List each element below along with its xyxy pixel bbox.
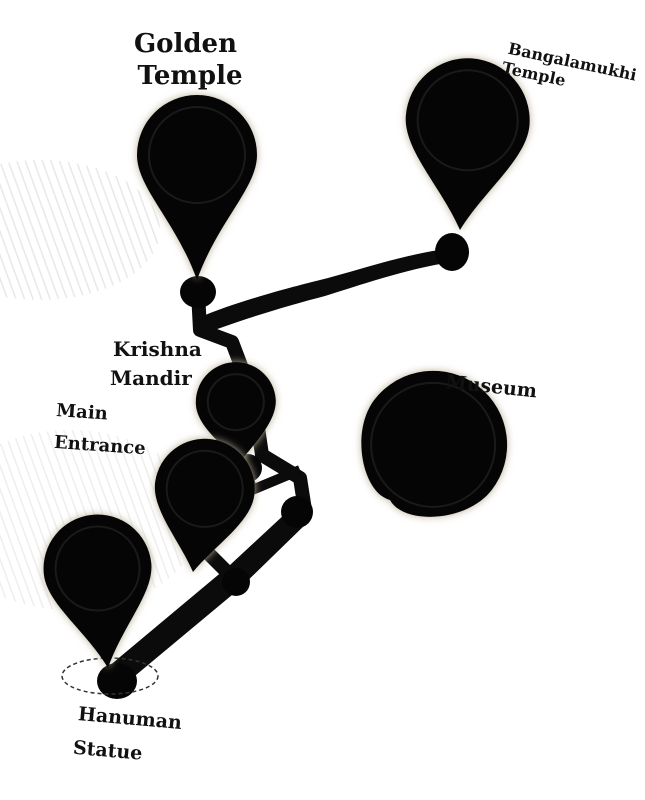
main-entrance-label: Main Entrance — [53, 400, 148, 459]
main-entrance-pin[interactable] — [143, 432, 261, 579]
pin-marker-icon — [137, 95, 257, 280]
route-node-bangalamukhi-temple — [435, 233, 469, 271]
krishna-mandir-pin[interactable] — [193, 359, 280, 464]
pin-marker-icon — [405, 58, 530, 230]
pin-photo-ring — [148, 106, 246, 204]
route-node-main-entrance — [222, 568, 250, 596]
route-segment-museum-hanuman — [102, 500, 310, 690]
bangalamukhi-temple-pin[interactable] — [398, 54, 534, 234]
krishna-mandir-label: Krishna Mandir — [110, 337, 209, 390]
pin-photo-ring — [165, 449, 244, 528]
golden-temple-pin[interactable] — [137, 95, 257, 280]
route-node-golden-temple — [180, 276, 216, 308]
golden-temple-label: Golden Temple — [134, 29, 246, 91]
pin-photo-ring — [370, 381, 497, 508]
pin-photo-ring — [206, 373, 265, 432]
museum-pin[interactable] — [330, 341, 536, 547]
hanuman-statue-label: Hanuman Statue — [72, 703, 189, 769]
pin-marker-icon — [43, 514, 152, 668]
pin-photo-ring — [54, 525, 141, 612]
pin-marker-icon — [154, 438, 255, 572]
route-segment-golden-bangalamukhi — [198, 248, 452, 334]
pin-marker-icon — [361, 370, 508, 517]
pin-photo-ring — [416, 69, 519, 172]
location-pins — [38, 54, 536, 673]
route-node-hanuman-statue — [97, 663, 137, 699]
route-node-museum — [281, 496, 313, 528]
hanuman-statue-pin[interactable] — [38, 509, 162, 673]
pin-marker-icon — [195, 362, 276, 462]
